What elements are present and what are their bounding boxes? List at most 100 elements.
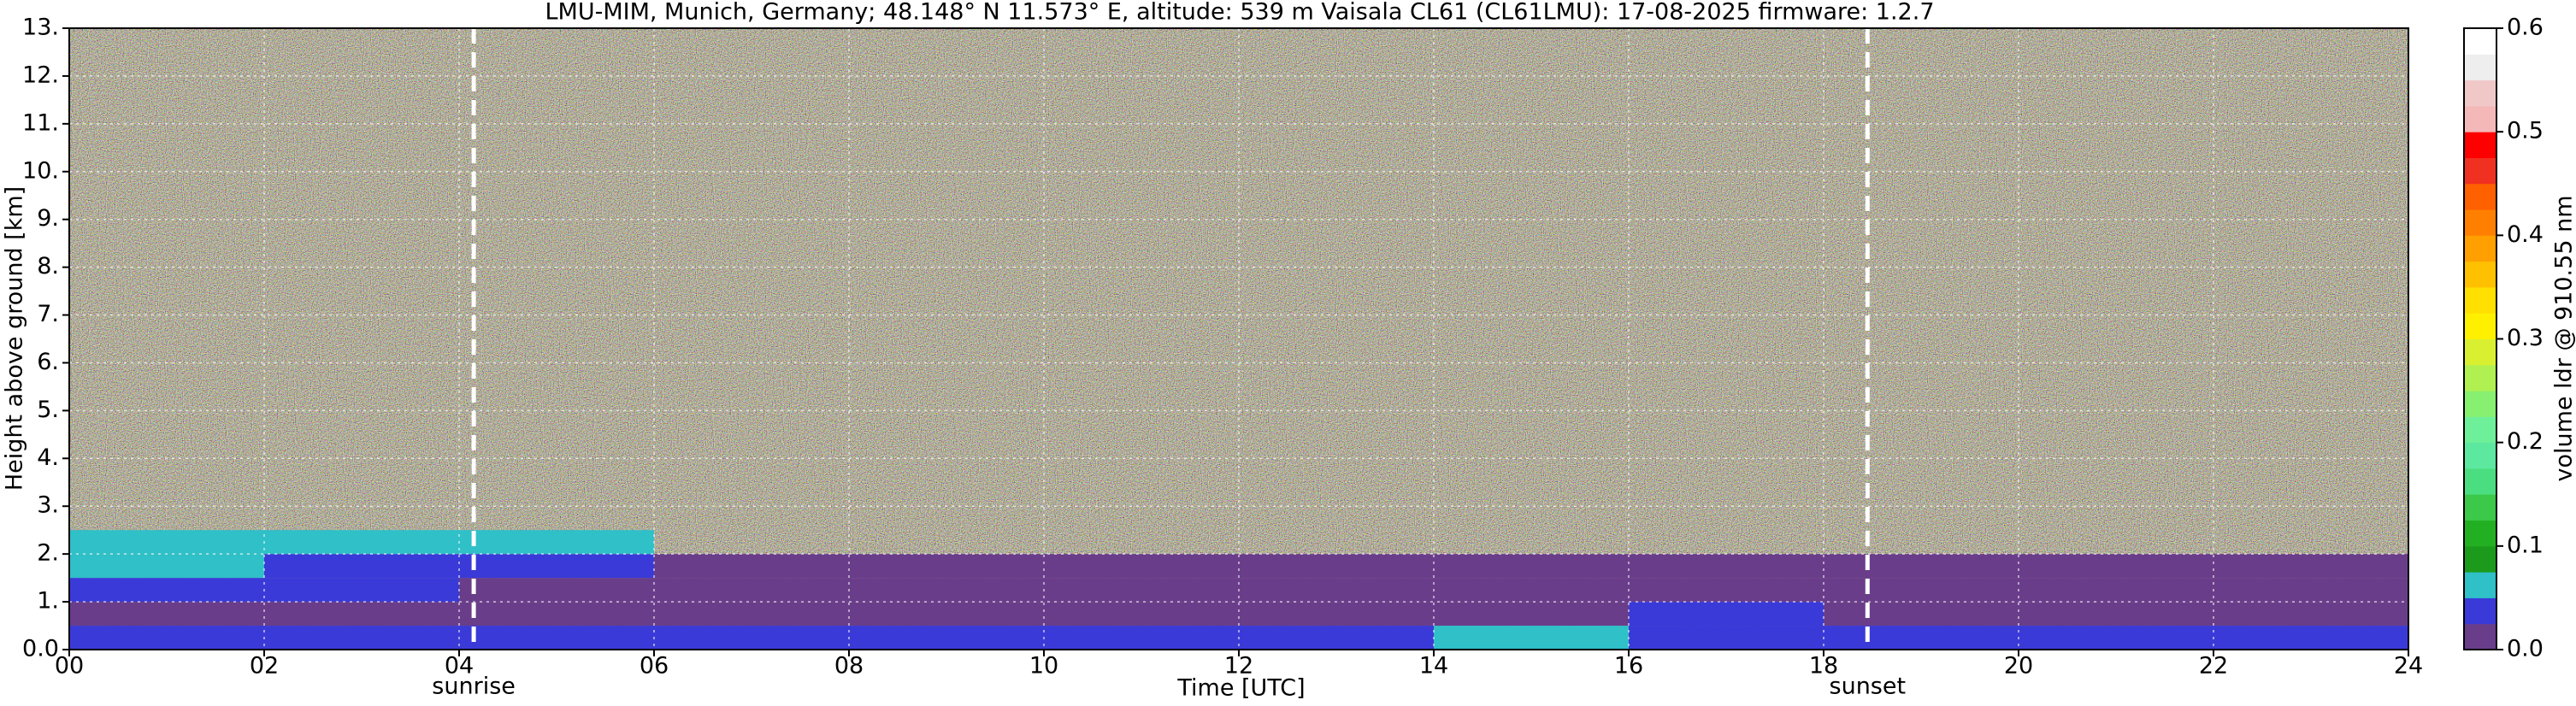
colorbar-segment — [2464, 28, 2496, 55]
heatmap-cell — [1239, 578, 1434, 603]
y-tick-label: 9. — [37, 205, 59, 232]
heatmap-cell — [459, 530, 654, 555]
colorbar-tick-label: 0.5 — [2507, 118, 2544, 144]
colorbar-segment — [2464, 235, 2496, 262]
colorbar-segment — [2464, 391, 2496, 417]
colorbar-segment — [2464, 54, 2496, 81]
x-tick-label: 24 — [2394, 653, 2423, 680]
y-tick-label: 5. — [37, 397, 59, 423]
y-tick-label: 1. — [37, 588, 59, 615]
heatmap-cell — [2019, 578, 2213, 603]
x-axis-label: Time [UTC] — [1176, 675, 1305, 702]
heatmap-cell — [1044, 602, 1239, 627]
colorbar-tick-label: 0.1 — [2507, 532, 2544, 558]
colorbar-segment — [2464, 313, 2496, 339]
x-tick-label: 16 — [1614, 653, 1643, 680]
heatmap-cell — [1044, 578, 1239, 603]
heatmap-cell — [1629, 578, 1824, 603]
colorbar-segment — [2464, 286, 2496, 314]
colorbar-tick-label: 0.0 — [2507, 636, 2544, 662]
heatmap-cell — [654, 578, 849, 603]
heatmap-cell — [69, 626, 264, 650]
x-tick-label: 18 — [1809, 653, 1838, 680]
colorbar-segment — [2464, 572, 2496, 598]
y-tick-label: 10. — [22, 157, 59, 184]
y-tick-label: 0.0 — [22, 636, 59, 662]
heatmap-cell — [2019, 602, 2213, 627]
heatmap-cell — [849, 602, 1044, 627]
heatmap-cell — [2019, 554, 2213, 579]
heatmap-cell — [1044, 554, 1239, 579]
heatmap-cell — [264, 626, 459, 650]
heatmap-cell — [1629, 602, 1824, 627]
heatmap-cell — [69, 602, 264, 627]
heatmap-cell — [69, 578, 264, 603]
colorbar-segment — [2464, 209, 2496, 236]
heatmap-cell — [1824, 554, 2019, 579]
colorbar-segment — [2464, 545, 2496, 573]
heatmap-cell — [654, 602, 849, 627]
colorbar-segment — [2464, 338, 2496, 366]
x-tick-label: 00 — [55, 653, 84, 680]
colorbar-segment — [2464, 183, 2496, 210]
heatmap-cell — [459, 578, 654, 603]
x-tick-label: 06 — [640, 653, 669, 680]
x-tick-label: 04 — [445, 653, 474, 680]
y-tick-label: 2. — [37, 540, 59, 567]
x-tick-label: 20 — [2004, 653, 2033, 680]
colorbar-segment — [2464, 364, 2496, 391]
annotation-label: sunset — [1830, 674, 1907, 700]
colorbar-tick-label: 0.3 — [2507, 325, 2544, 351]
colorbar-segment — [2464, 79, 2496, 107]
colorbar-segment — [2464, 132, 2496, 158]
heatmap-cell — [1239, 602, 1434, 627]
heatmap-cell — [69, 530, 264, 555]
heatmap-cell — [1824, 626, 2019, 650]
heatmap-cell — [264, 602, 459, 627]
colorbar-segment — [2464, 157, 2496, 185]
y-tick-label: 12. — [22, 62, 59, 88]
heatmap-cell — [2213, 626, 2408, 650]
heatmap-cell — [1629, 554, 1824, 579]
colorbar-segment — [2464, 261, 2496, 288]
heatmap-cell — [264, 530, 459, 555]
y-tick-label: 8. — [37, 253, 59, 279]
colorbar-tick-label: 0.2 — [2507, 428, 2544, 455]
heatmap-cell — [1824, 578, 2019, 603]
heatmap-cell — [264, 578, 459, 603]
x-tick-label: 14 — [1419, 653, 1448, 680]
x-tick-label: 10 — [1029, 653, 1058, 680]
x-tick-label: 02 — [250, 653, 279, 680]
heatmap-cell — [2213, 578, 2408, 603]
annotation-label: sunrise — [432, 674, 516, 700]
colorbar-segment — [2464, 520, 2496, 547]
heatmap-cell — [1044, 626, 1239, 650]
y-tick-label: 13. — [22, 15, 59, 41]
colorbar-segment — [2464, 468, 2496, 495]
heatmap-cell — [1434, 554, 1629, 579]
heatmap-cell — [2213, 602, 2408, 627]
x-tick-label: 12 — [1224, 653, 1253, 680]
colorbar-segment — [2464, 623, 2496, 650]
heatmap-cell — [2213, 554, 2408, 579]
heatmap-cell — [459, 554, 654, 579]
heatmap-cell — [849, 554, 1044, 579]
heatmap-cell — [264, 554, 459, 579]
colorbar-segment — [2464, 494, 2496, 521]
colorbar-segment — [2464, 105, 2496, 132]
heatmap-cell — [1824, 602, 2019, 627]
x-tick-label: 08 — [834, 653, 864, 680]
heatmap-cell — [459, 626, 654, 650]
colorbar-segment — [2464, 442, 2496, 469]
y-tick-label: 7. — [37, 301, 59, 327]
y-tick-label: 11. — [22, 109, 59, 136]
y-axis-label: Height above ground [km] — [2, 186, 28, 491]
y-tick-label: 4. — [37, 444, 59, 471]
colorbar-segment — [2464, 416, 2496, 444]
colorbar-tick-label: 0.4 — [2507, 221, 2544, 248]
colorbar-label: volume ldr @ 910.55 nm — [2551, 196, 2576, 482]
heatmap-cell — [1434, 602, 1629, 627]
heatmap-cell — [849, 626, 1044, 650]
